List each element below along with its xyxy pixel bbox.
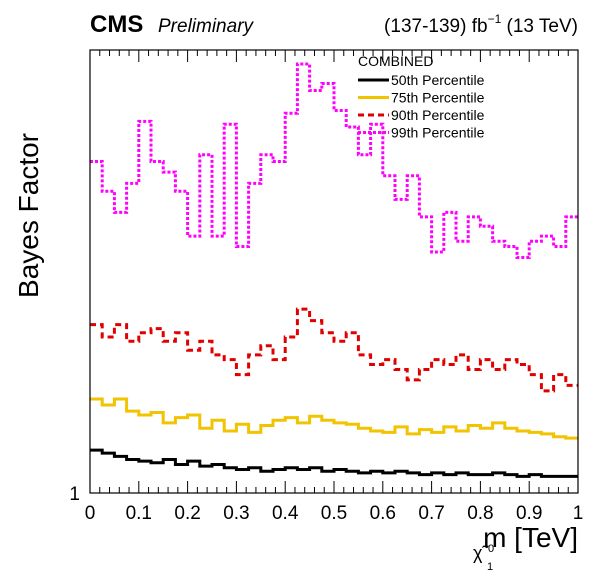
- series-line-1: [90, 448, 578, 478]
- lumi-label: (137-139) fb−1 (13 TeV): [384, 12, 578, 37]
- x-tick-label: 1: [573, 503, 584, 524]
- x-tick-label: 0.3: [223, 503, 249, 524]
- x-tick-label: 0.2: [174, 503, 200, 524]
- energy-label: (13 TeV): [501, 16, 578, 37]
- x-axis-subscript-sub: 1: [487, 561, 493, 572]
- lumi-exponent: −1: [488, 12, 502, 26]
- x-tick-label: 0.1: [126, 503, 152, 524]
- x-axis-title-unit: [TeV]: [506, 522, 578, 553]
- series-line-4: [90, 62, 578, 260]
- cms-label: CMS: [90, 11, 143, 38]
- series-layer: [90, 62, 578, 478]
- x-tick-label: 0.4: [272, 503, 299, 524]
- y-tick-label: 1: [69, 484, 80, 505]
- series-line-3: [90, 307, 578, 393]
- legend-label-3: 90th Percentile: [391, 107, 485, 123]
- legend-label-1: 50th Percentile: [391, 72, 485, 88]
- x-axis-title: m [TeV]: [483, 522, 578, 553]
- ticks-layer: 0 0.1 0.2 0.3 0.4 0.5 0.6 0.7 0.8 0.9 1: [85, 50, 584, 524]
- legend-title: COMBINED: [358, 53, 433, 69]
- x-tick-label: 0.8: [467, 503, 493, 524]
- x-axis-subscript-sup: 0: [488, 543, 494, 555]
- legend-label-4: 99th Percentile: [391, 125, 485, 141]
- preliminary-label: Preliminary: [158, 16, 255, 37]
- y-axis-title: Bayes Factor: [13, 133, 44, 298]
- legend-label-2: 75th Percentile: [391, 90, 485, 106]
- x-tick-label: 0.6: [370, 503, 396, 524]
- x-tick-label: 0: [85, 503, 96, 524]
- lumi-value: (137-139) fb: [384, 16, 488, 37]
- x-axis-title-main: m: [483, 522, 506, 553]
- x-tick-label: 0.7: [418, 503, 444, 524]
- series-line-2: [90, 397, 578, 440]
- x-tick-label: 0.9: [516, 503, 542, 524]
- x-tick-label: 0.5: [321, 503, 347, 524]
